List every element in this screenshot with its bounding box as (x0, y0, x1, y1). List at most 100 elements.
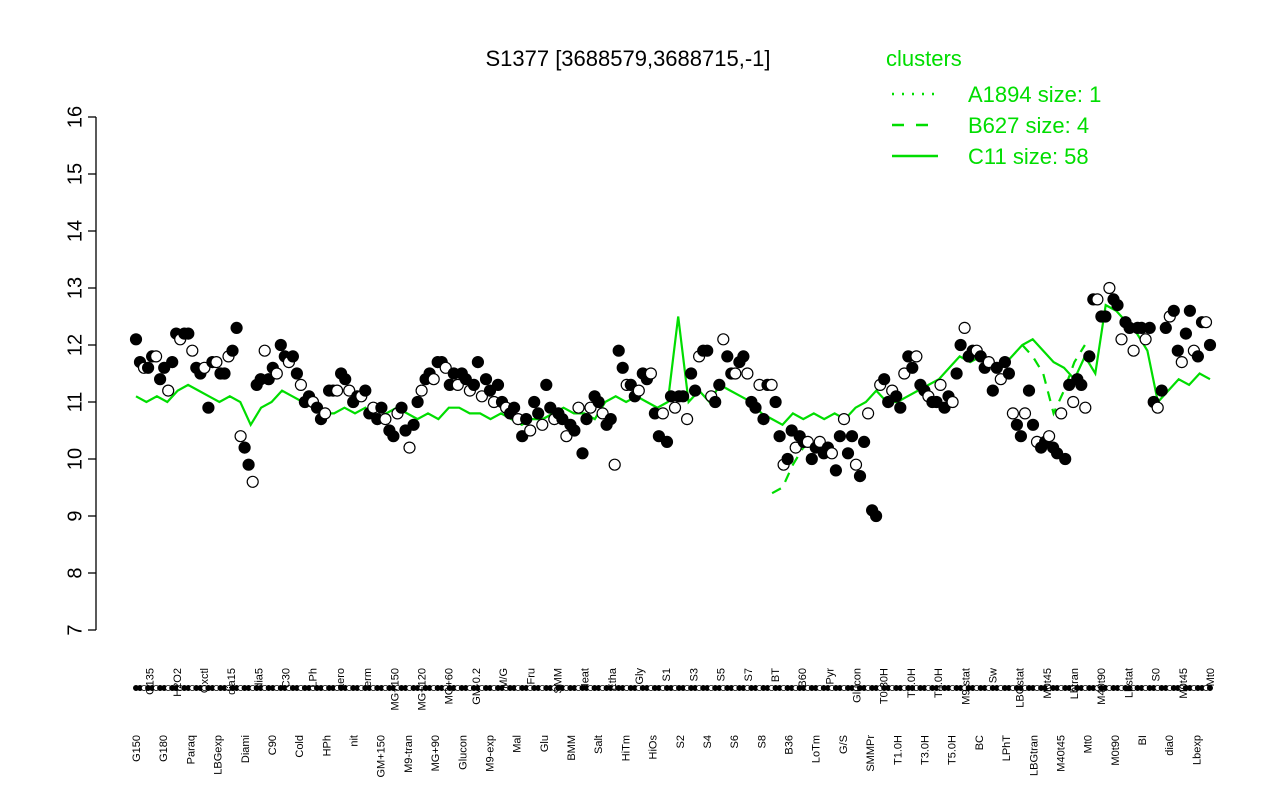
data-point (479, 373, 493, 386)
legend-title: clusters (886, 46, 962, 71)
y-tick-label: 9 (64, 510, 86, 521)
data-point (536, 418, 549, 431)
data-point (910, 350, 923, 363)
data-point (676, 390, 690, 403)
data-point (1002, 367, 1016, 380)
data-point (845, 430, 859, 443)
data-point (1075, 378, 1088, 391)
x-tick-label: Mal (512, 735, 524, 753)
data-point (576, 447, 589, 460)
x-tick-label: HiOs (648, 735, 660, 760)
data-point (520, 413, 533, 426)
data-point (238, 441, 251, 454)
data-point (684, 367, 698, 380)
data-point (713, 378, 726, 391)
x-tick-label: LPh (308, 668, 320, 688)
data-point (1171, 344, 1184, 357)
data-point (467, 378, 480, 391)
data-point (616, 361, 629, 374)
x-tick-label: T2.0H (906, 668, 918, 698)
x-tick-label: T0.30H (879, 668, 891, 704)
x-tick-label: LBGstat (1015, 668, 1027, 708)
x-tick-label: M9-stat (960, 668, 972, 705)
data-point (294, 378, 307, 391)
data-point (507, 401, 521, 414)
data-point (230, 321, 243, 334)
data-point (1022, 384, 1036, 397)
x-tick-label: G150 (131, 735, 143, 762)
x-tick-label: Diami (240, 735, 252, 763)
x-tick-label: Glucon (457, 735, 469, 770)
x-tick-label: C30 (281, 668, 293, 688)
data-point (841, 447, 855, 460)
data-point (773, 430, 786, 443)
data-point (990, 361, 1003, 374)
data-point (656, 407, 670, 420)
data-point (644, 367, 658, 380)
data-point (286, 350, 299, 363)
data-point (612, 344, 625, 357)
data-point (660, 435, 674, 448)
data-point (1151, 401, 1164, 414)
x-tick-label: S5 (716, 668, 728, 681)
data-point (202, 401, 215, 414)
x-tick-label: M0t45 (1042, 668, 1054, 699)
data-point (853, 470, 867, 483)
data-point (1055, 407, 1068, 420)
x-tick-label: LPhT (1001, 735, 1013, 762)
x-tick-label: Cold (294, 735, 306, 758)
data-point (1183, 304, 1197, 317)
data-point (427, 373, 440, 386)
x-tick-label: S7 (743, 668, 755, 681)
x-tick-label: BC (974, 735, 986, 750)
data-point (721, 350, 734, 363)
x-tick-label: BT (770, 668, 782, 682)
data-point (986, 384, 999, 397)
y-tick-label: 15 (64, 163, 86, 185)
x-tick-label: Glucon (852, 668, 864, 703)
data-point (411, 395, 424, 409)
rug-mark (1207, 685, 1214, 692)
data-point (1006, 407, 1020, 420)
data-point (688, 384, 702, 397)
data-point (415, 384, 428, 397)
x-tick-label: MG+150 (389, 668, 401, 711)
data-point (359, 384, 372, 397)
data-points (129, 281, 1217, 692)
data-point (584, 401, 597, 414)
data-point (1099, 310, 1112, 323)
legend-label-b627: B627 size: 4 (968, 113, 1089, 138)
data-point (154, 373, 167, 386)
data-point (399, 424, 412, 437)
y-tick-label: 14 (64, 220, 86, 242)
x-tick-label: H2O2 (172, 668, 184, 697)
x-tick-label: M9-tran (403, 735, 415, 773)
data-point (1175, 356, 1188, 369)
data-point (857, 435, 871, 448)
data-point (709, 395, 722, 409)
data-point (491, 378, 505, 391)
x-tick-label: S0 (1151, 668, 1163, 681)
series-line-dashed (1021, 344, 1086, 417)
x-tick-label: Glu (539, 735, 551, 752)
data-point (1167, 304, 1180, 317)
x-tick-label: SMMPr (865, 735, 877, 772)
data-point (1042, 430, 1056, 443)
data-point (974, 350, 987, 363)
data-point (1159, 321, 1172, 334)
x-tick-label: BI (1137, 735, 1149, 745)
x-tick-label: C90 (267, 735, 279, 755)
data-point (395, 401, 408, 414)
legend: clusters A1894 size: 1 B627 size: 4 C11 … (886, 46, 1101, 169)
data-point (150, 350, 163, 363)
x-tick-label: Gly (634, 668, 646, 685)
legend-label-c11: C11 size: 58 (968, 144, 1089, 169)
data-point (825, 447, 839, 460)
data-point (1050, 447, 1064, 460)
x-tick-label: HiTm (620, 735, 632, 761)
data-point (1143, 321, 1156, 334)
y-tick-label: 13 (64, 277, 86, 299)
y-tick-label: 11 (64, 392, 86, 413)
x-tick-label: M40t45 (1056, 735, 1068, 772)
